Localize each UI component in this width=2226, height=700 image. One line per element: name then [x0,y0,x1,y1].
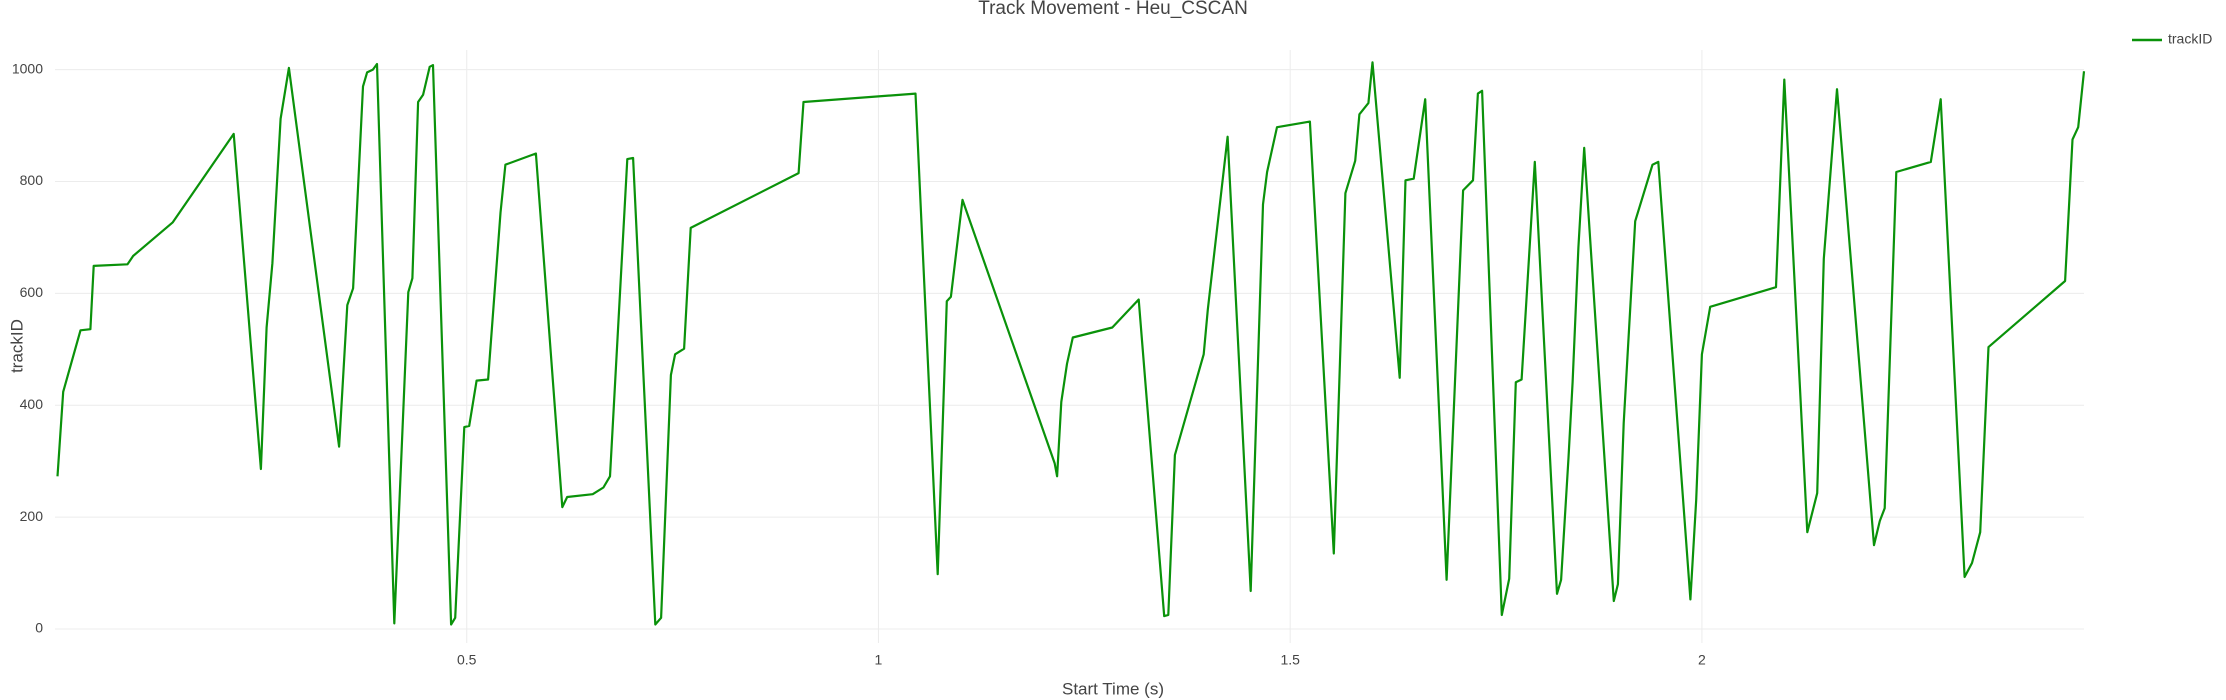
x-tick-label: 1 [875,652,883,668]
y-tick-label: 0 [35,620,43,636]
y-tick-label: 400 [20,396,44,412]
legend-label: trackID [2168,31,2212,47]
x-tick-label: 2 [1698,652,1706,668]
data-line [56,61,2086,626]
y-tick-label: 600 [20,284,44,300]
x-tick-label: 1.5 [1280,652,1300,668]
y-tick-label: 1000 [12,60,43,76]
y-tick-label: 800 [20,172,44,188]
chart-title: Track Movement - Heu_CSCAN [978,0,1248,19]
y-tick-label: 200 [20,508,44,524]
x-tick-label: 0.5 [457,652,477,668]
x-axis-label: Start Time (s) [1062,679,1164,698]
y-axis-label: trackID [7,319,26,373]
